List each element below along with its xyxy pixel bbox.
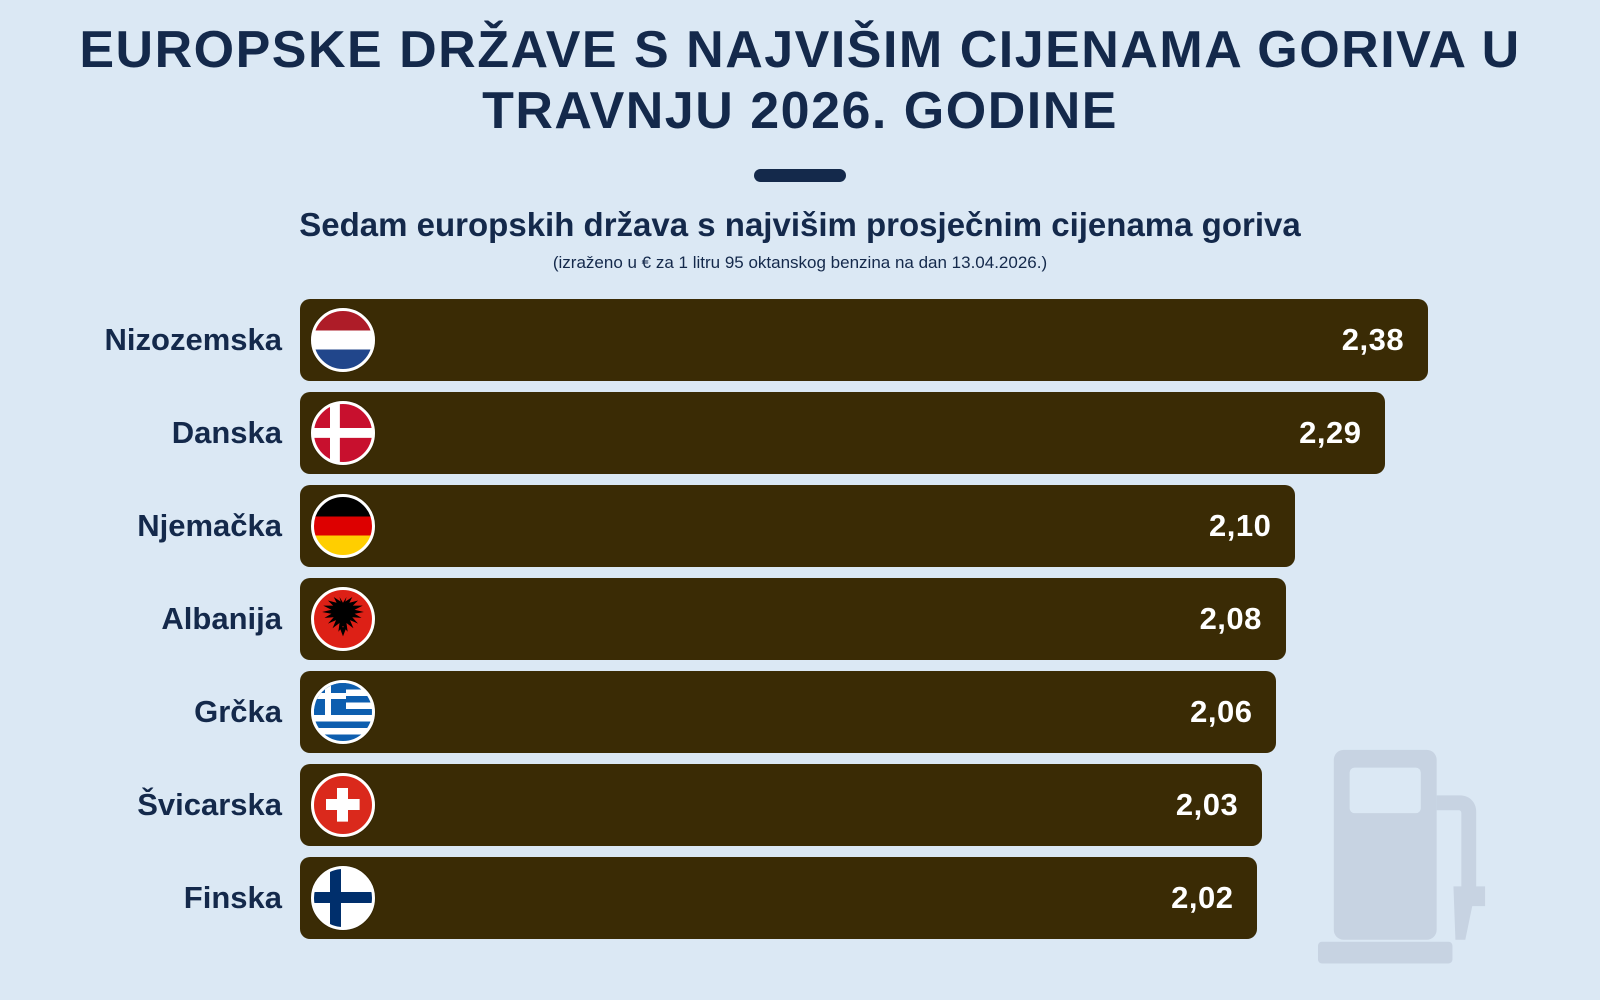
country-label: Danska	[171, 414, 282, 450]
country-bar: 2,10	[300, 484, 1296, 567]
netherlands-flag-icon	[311, 307, 375, 372]
chart-subtitle: Sedam europskih država s najvišim prosje…	[299, 205, 1301, 243]
country-label: Grčka	[194, 693, 282, 729]
bar-row: Albanija 2,08	[0, 577, 1600, 660]
bar-chart: Nizozemska 2,38 Danska 2,29 Njemačka 2,10 Alba…	[0, 298, 1600, 939]
bar-row: Grčka 2,06	[0, 670, 1600, 753]
bar-value: 2,08	[1199, 600, 1262, 636]
country-bar: 2,03	[300, 763, 1263, 846]
bar-value: 2,02	[1171, 879, 1234, 915]
bar-row: Švicarska 2,03	[0, 763, 1600, 846]
switzerland-flag-icon	[311, 772, 375, 837]
bar-value: 2,29	[1299, 414, 1362, 450]
country-bar: 2,06	[300, 670, 1277, 753]
country-label: Albanija	[161, 600, 282, 636]
bar-row: Njemačka 2,10	[0, 484, 1600, 567]
bar-value: 2,38	[1341, 321, 1405, 357]
finland-flag-icon	[311, 865, 375, 930]
bar-value: 2,06	[1190, 693, 1253, 729]
bar-row: Nizozemska 2,38	[0, 298, 1600, 381]
country-label: Finska	[183, 879, 282, 915]
chart-note: (izraženo u € za 1 litru 95 oktanskog be…	[552, 252, 1048, 272]
bar-value: 2,10	[1209, 507, 1272, 543]
country-label: Švicarska	[137, 786, 282, 822]
country-label: Njemačka	[137, 507, 282, 543]
denmark-flag-icon	[311, 400, 375, 465]
title-divider	[754, 168, 846, 182]
bar-row: Danska 2,29	[0, 391, 1600, 474]
bar-value: 2,03	[1175, 786, 1239, 822]
country-bar: 2,29	[300, 391, 1386, 474]
greece-flag-icon	[311, 679, 375, 744]
country-bar: 2,08	[300, 577, 1286, 660]
bar-row: Finska 2,02	[0, 856, 1600, 939]
fuel-pump-icon	[1316, 738, 1494, 964]
germany-flag-icon	[311, 493, 375, 558]
country-bar: 2,38	[300, 298, 1429, 381]
page-title: EUROPSKE DRŽAVE S NAJVIŠIM CIJENAMA GORI…	[79, 21, 1521, 141]
country-label: Nizozemska	[104, 321, 282, 357]
albania-flag-icon	[311, 586, 375, 651]
country-bar: 2,02	[300, 856, 1258, 939]
